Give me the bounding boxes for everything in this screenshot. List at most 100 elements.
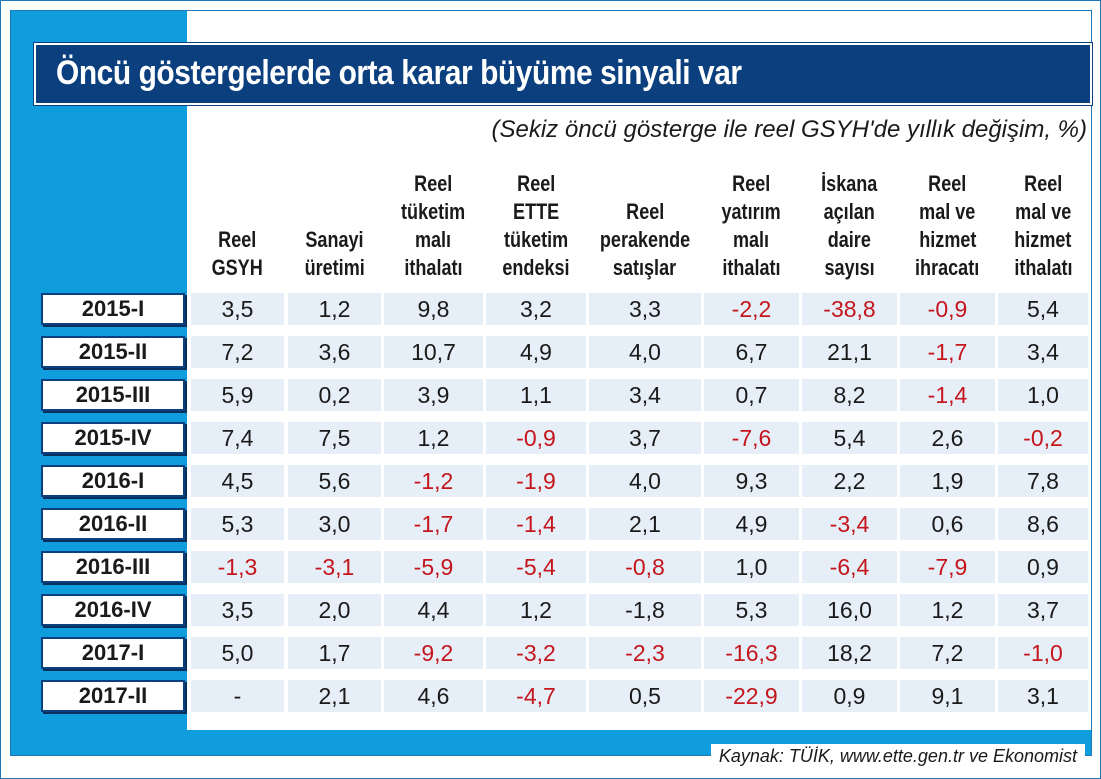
column-header-line: Reel <box>1023 171 1063 196</box>
table-cell: 1,0 <box>704 551 799 583</box>
table-cell: 16,0 <box>802 594 897 626</box>
table-cell: 9,3 <box>704 465 799 497</box>
column-header-line: hizmet <box>1014 227 1072 252</box>
table-cell: 0,7 <box>704 379 799 411</box>
table-cell: 1,2 <box>486 594 586 626</box>
table-cell: -16,3 <box>704 637 799 669</box>
table-cell: 21,1 <box>802 336 897 368</box>
table-cell: -9,2 <box>384 637 483 669</box>
table-cell: -1,4 <box>486 508 586 540</box>
column-header-line: ithalatı <box>1013 255 1073 280</box>
table-cell: - <box>191 680 284 712</box>
table-cell: 5,4 <box>998 293 1088 325</box>
table-cell: -1,4 <box>900 379 995 411</box>
table-cell: -1,3 <box>191 551 284 583</box>
column-header-line: ithalatı <box>722 255 781 280</box>
table-cell: 6,7 <box>704 336 799 368</box>
column-header-line: Sanayi <box>305 227 364 252</box>
table-cell: 1,2 <box>900 594 995 626</box>
table-cell: 0,2 <box>288 379 381 411</box>
column-header-line: Reel <box>516 171 556 196</box>
column-header-line: endeksi <box>502 255 570 280</box>
table-cell: -22,9 <box>704 680 799 712</box>
table-cell: 0,9 <box>802 680 897 712</box>
table-cell: 7,8 <box>998 465 1088 497</box>
column-header-line: tüketim <box>503 227 569 252</box>
table-cell: -1,9 <box>486 465 586 497</box>
table-cell: 5,6 <box>288 465 381 497</box>
column-header-line: İskana <box>821 171 878 196</box>
row-label: 2017-I <box>41 637 185 669</box>
table-cell: 5,9 <box>191 379 284 411</box>
column-header-line: mal ve <box>919 199 976 224</box>
column-header-line: yatırım <box>721 199 782 224</box>
table-cell: 0,9 <box>998 551 1088 583</box>
table-cell: -3,1 <box>288 551 381 583</box>
column-header: İskana açılan daire sayısı <box>802 160 897 282</box>
row-label: 2016-II <box>41 508 185 540</box>
table-cell: 2,1 <box>288 680 381 712</box>
table-cell: 0,6 <box>900 508 995 540</box>
column-header-line: ihracatı <box>915 255 980 280</box>
source-note: Kaynak: TÜİK, www.ette.gen.tr ve Ekonomi… <box>710 744 1085 769</box>
table-cell: 3,5 <box>191 293 284 325</box>
title-bar: Öncü göstergelerde orta karar büyüme sin… <box>34 43 1092 105</box>
chart-subtitle: (Sekiz öncü gösterge ile reel GSYH'de yı… <box>491 116 1088 143</box>
table-cell: -5,9 <box>384 551 483 583</box>
table-cell: 3,5 <box>191 594 284 626</box>
table-cell: -7,6 <box>704 422 799 454</box>
table-cell: -0,9 <box>486 422 586 454</box>
table-cell: 3,6 <box>288 336 381 368</box>
column-header-line: Reel <box>218 227 257 252</box>
column-header-line: perakende <box>599 227 691 252</box>
table-cell: 9,8 <box>384 293 483 325</box>
table-cell: 4,4 <box>384 594 483 626</box>
table-cell: 1,7 <box>288 637 381 669</box>
row-label: 2015-I <box>41 293 185 325</box>
table-cell: -1,7 <box>900 336 995 368</box>
column-header-line: GSYH <box>211 255 264 280</box>
table-cell: -1,7 <box>384 508 483 540</box>
table-cell: -2,2 <box>704 293 799 325</box>
table-cell: -0,9 <box>900 293 995 325</box>
table-cell: -1,0 <box>998 637 1088 669</box>
table-cell: 7,2 <box>191 336 284 368</box>
table-cell: 8,2 <box>802 379 897 411</box>
column-header-line: sayısı <box>824 255 875 280</box>
table-cell: 4,6 <box>384 680 483 712</box>
table-cell: 3,2 <box>486 293 586 325</box>
table-cell: 1,0 <box>998 379 1088 411</box>
table-cell: 4,9 <box>486 336 586 368</box>
table-cell: 9,1 <box>900 680 995 712</box>
column-header-line: mal ve <box>1014 199 1072 224</box>
table-cell: 5,3 <box>191 508 284 540</box>
table-cell: -1,8 <box>589 594 701 626</box>
table-cell: 3,0 <box>288 508 381 540</box>
column-header-line: açılan <box>823 199 876 224</box>
table-cell: 10,7 <box>384 336 483 368</box>
row-label: 2016-I <box>41 465 185 497</box>
table-cell: 8,6 <box>998 508 1088 540</box>
table-cell: 7,4 <box>191 422 284 454</box>
table-cell: 18,2 <box>802 637 897 669</box>
column-header: Reel yatırım malı ithalatı <box>704 160 799 282</box>
table-cell: 1,9 <box>900 465 995 497</box>
table-cell: 4,0 <box>589 465 701 497</box>
column-header: Reel tüketim malı ithalatı <box>384 160 483 282</box>
column-header-line: ithalatı <box>404 255 463 280</box>
column-header: Reel mal ve hizmet ithalatı <box>998 160 1088 282</box>
column-header: Reel mal ve hizmet ihracatı <box>900 160 995 282</box>
column-header-line: malı <box>415 227 452 252</box>
table-cell: 3,1 <box>998 680 1088 712</box>
column-header-line: Reel <box>414 171 453 196</box>
table-cell: 4,5 <box>191 465 284 497</box>
table-cell: 7,5 <box>288 422 381 454</box>
table-cell: 2,0 <box>288 594 381 626</box>
table-cell: 5,3 <box>704 594 799 626</box>
column-header-line: üretimi <box>304 255 365 280</box>
row-label: 2016-IV <box>41 594 185 626</box>
column-header-line: Reel <box>732 171 771 196</box>
table-cell: 3,3 <box>589 293 701 325</box>
column-header-line: Reel <box>625 199 665 224</box>
column-header: Reel GSYH <box>191 160 284 282</box>
